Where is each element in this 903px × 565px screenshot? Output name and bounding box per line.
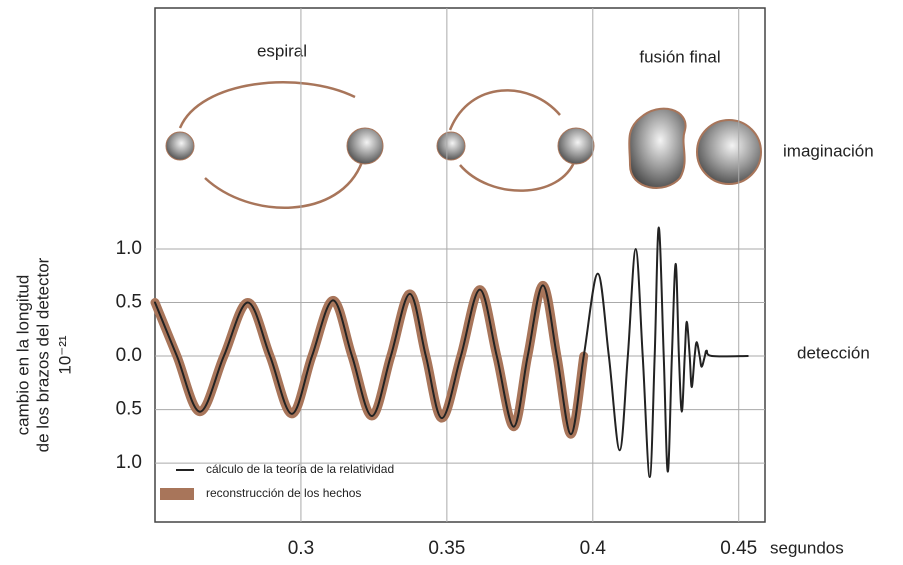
y-tick-label: 1.0 — [116, 452, 142, 473]
y-tick-label: 0.5 — [116, 291, 142, 312]
annotation: detección — [797, 343, 870, 362]
series-line — [154, 226, 749, 479]
orbit — [178, 81, 356, 129]
illustration — [165, 81, 762, 209]
black-hole — [436, 131, 466, 161]
y-tick-label: 0.0 — [116, 345, 142, 366]
x-tick-label: 0.3 — [288, 538, 314, 559]
merging-black-holes — [628, 107, 687, 189]
annotation: imaginación — [783, 141, 874, 160]
annotation: espiral — [257, 41, 307, 60]
orbit — [448, 89, 561, 131]
black-hole — [557, 127, 595, 165]
y-axis-label: de los brazos del detector — [33, 257, 52, 452]
plot-frame — [154, 7, 766, 523]
y-tick-label: 1.0 — [116, 238, 142, 259]
y-axis-unit: 10⁻²¹ — [55, 335, 74, 375]
x-tick-label: 0.35 — [428, 538, 465, 559]
annotation: fusión final — [639, 47, 720, 66]
legend-label: cálculo de la teoría de la relatividad — [206, 462, 394, 476]
legend-label: reconstrucción de los hechos — [206, 486, 361, 500]
legend-swatch — [160, 488, 194, 500]
y-tick-label: 0.5 — [116, 399, 142, 420]
orbit — [459, 159, 577, 192]
x-axis-label: segundos — [770, 538, 844, 557]
black-hole — [346, 127, 384, 165]
final-black-hole — [696, 119, 762, 185]
x-tick-label: 0.4 — [580, 538, 607, 559]
black-hole — [165, 131, 195, 161]
y-axis-label: cambio en la longitud — [13, 275, 32, 436]
orbit — [204, 161, 364, 209]
x-tick-label: 0.45 — [720, 538, 757, 559]
